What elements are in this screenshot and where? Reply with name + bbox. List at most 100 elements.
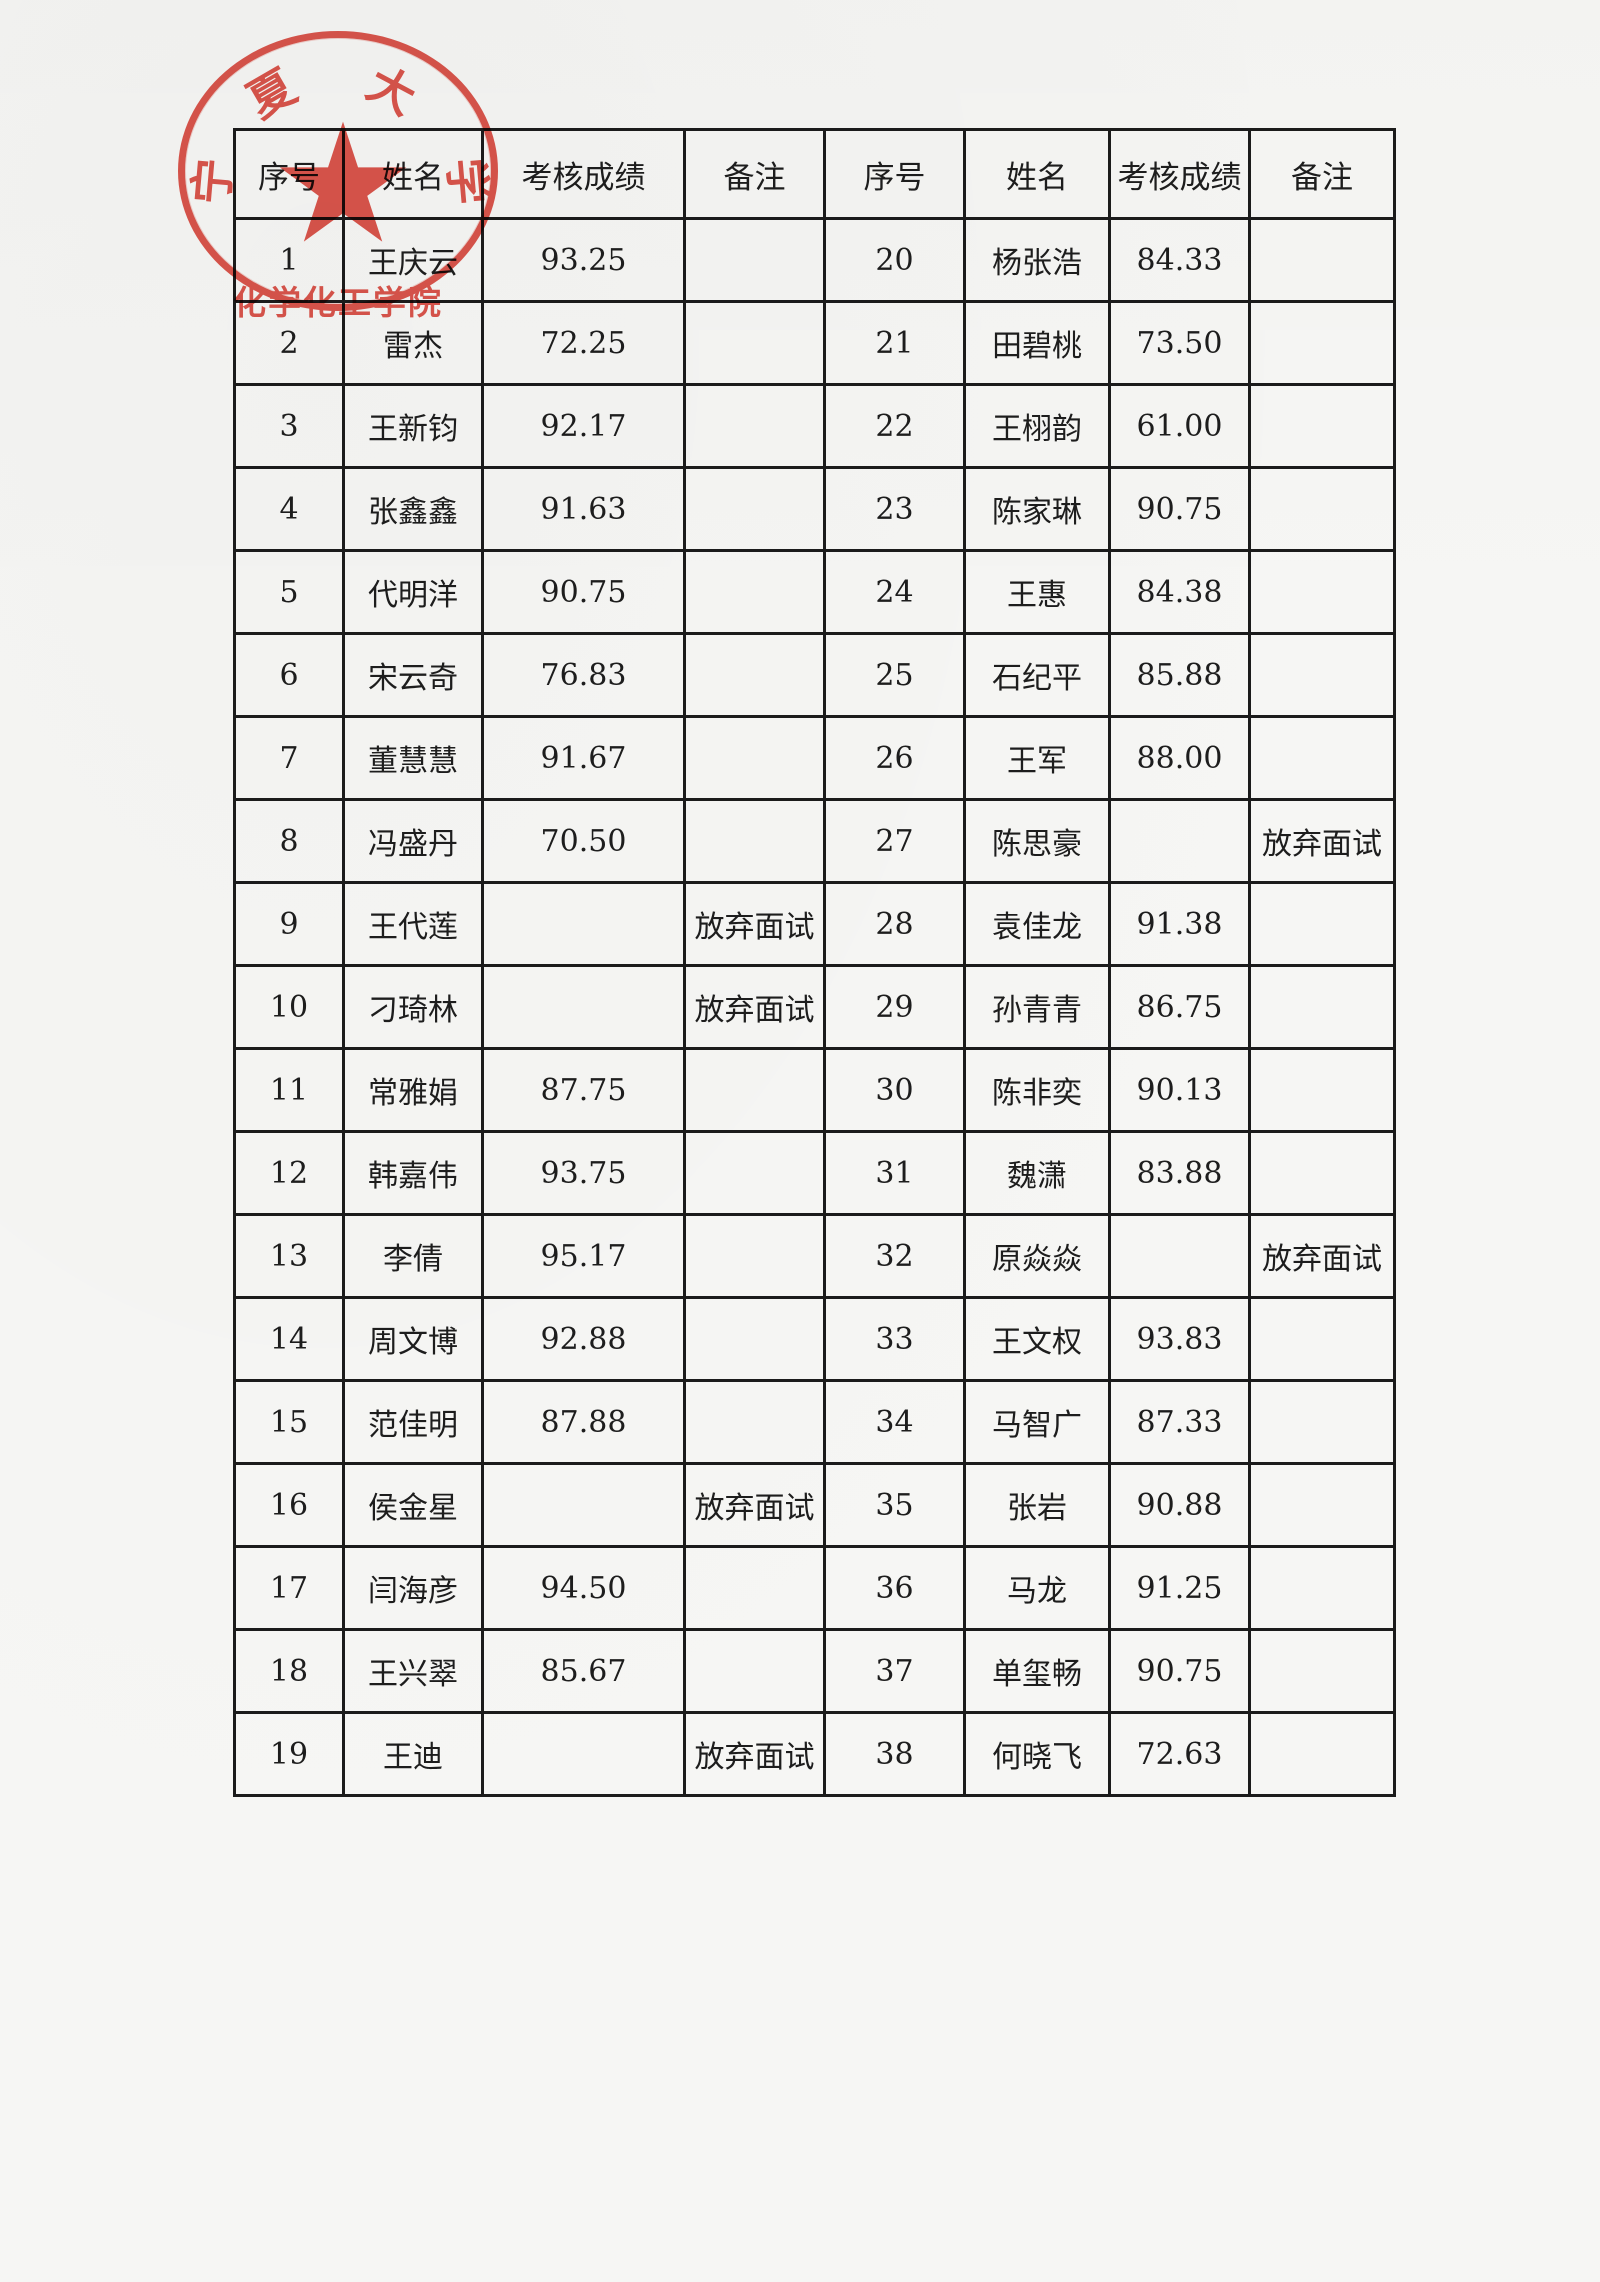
cell-name: 常雅娟: [342, 1047, 484, 1133]
cell-score: 85.67: [481, 1628, 686, 1714]
cell-note-2: [1248, 964, 1396, 1050]
cell-score-2: 88.00: [1108, 715, 1251, 801]
cell-score-2: 87.33: [1108, 1379, 1251, 1465]
table-row: 14 周文博 92.88 33 王文权 93.83: [233, 1296, 1396, 1382]
table-row: 5 代明洋 90.75 24 王惠 84.38: [233, 549, 1396, 635]
table-row: 9 王代莲 放弃面试 28 袁佳龙 91.38: [233, 881, 1396, 967]
cell-score-2: 84.38: [1108, 549, 1251, 635]
cell-name-2: 马龙: [963, 1545, 1111, 1631]
cell-note-2: [1248, 1628, 1396, 1714]
cell-no: 17: [233, 1545, 345, 1631]
cell-note: [683, 549, 826, 635]
table-row: 17 闫海彦 94.50 36 马龙 91.25: [233, 1545, 1396, 1631]
cell-name-2: 陈思豪: [963, 798, 1111, 884]
cell-note-2: [1248, 1296, 1396, 1382]
cell-no: 16: [233, 1462, 345, 1548]
cell-no-2: 21: [823, 300, 966, 386]
cell-score-2: 84.33: [1108, 217, 1251, 303]
table-row: 16 侯金星 放弃面试 35 张岩 90.88: [233, 1462, 1396, 1548]
header-name: 姓名: [342, 128, 484, 220]
table-row: 8 冯盛丹 70.50 27 陈思豪 放弃面试: [233, 798, 1396, 884]
cell-score-2: 91.38: [1108, 881, 1251, 967]
cell-note: [683, 300, 826, 386]
cell-name: 范佳明: [342, 1379, 484, 1465]
cell-score: 94.50: [481, 1545, 686, 1631]
cell-score: 95.17: [481, 1213, 686, 1299]
cell-score-2: 91.25: [1108, 1545, 1251, 1631]
cell-name: 李倩: [342, 1213, 484, 1299]
cell-note: [683, 466, 826, 552]
cell-name-2: 王栩韵: [963, 383, 1111, 469]
table-row: 15 范佳明 87.88 34 马智广 87.33: [233, 1379, 1396, 1465]
table-row: 2 雷杰 72.25 21 田碧桃 73.50: [233, 300, 1396, 386]
cell-note: 放弃面试: [683, 1711, 826, 1797]
cell-no-2: 30: [823, 1047, 966, 1133]
cell-no-2: 38: [823, 1711, 966, 1797]
cell-name-2: 陈家琳: [963, 466, 1111, 552]
cell-score: [481, 1711, 686, 1797]
cell-note-2: [1248, 1047, 1396, 1133]
cell-no-2: 22: [823, 383, 966, 469]
cell-name: 雷杰: [342, 300, 484, 386]
header-score: 考核成绩: [481, 128, 686, 220]
cell-note: [683, 1628, 826, 1714]
cell-no-2: 28: [823, 881, 966, 967]
cell-score-2: 83.88: [1108, 1130, 1251, 1216]
table-body: 1 王庆云 93.25 20 杨张浩 84.33 2 雷杰 72.25 21 田…: [233, 217, 1396, 1797]
cell-note: [683, 383, 826, 469]
cell-no-2: 27: [823, 798, 966, 884]
cell-name-2: 田碧桃: [963, 300, 1111, 386]
cell-name: 王迪: [342, 1711, 484, 1797]
cell-score-2: [1108, 1213, 1251, 1299]
table-row: 6 宋云奇 76.83 25 石纪平 85.88: [233, 632, 1396, 718]
cell-name: 侯金星: [342, 1462, 484, 1548]
cell-name: 代明洋: [342, 549, 484, 635]
cell-note-2: 放弃面试: [1248, 1213, 1396, 1299]
cell-note-2: [1248, 1130, 1396, 1216]
cell-no: 2: [233, 300, 345, 386]
cell-name: 韩嘉伟: [342, 1130, 484, 1216]
cell-name: 王兴翠: [342, 1628, 484, 1714]
cell-no-2: 25: [823, 632, 966, 718]
table-row: 11 常雅娟 87.75 30 陈非奕 90.13: [233, 1047, 1396, 1133]
cell-score-2: [1108, 798, 1251, 884]
cell-note-2: 放弃面试: [1248, 798, 1396, 884]
header-row: 序号 姓名 考核成绩 备注 序号 姓名 考核成绩 备注: [233, 128, 1396, 220]
cell-note-2: [1248, 383, 1396, 469]
cell-name-2: 袁佳龙: [963, 881, 1111, 967]
cell-no: 10: [233, 964, 345, 1050]
cell-note: [683, 1379, 826, 1465]
cell-note: [683, 1130, 826, 1216]
cell-note: [683, 632, 826, 718]
cell-no-2: 32: [823, 1213, 966, 1299]
cell-name-2: 张岩: [963, 1462, 1111, 1548]
cell-score: 87.88: [481, 1379, 686, 1465]
cell-score: 92.88: [481, 1296, 686, 1382]
cell-score: 87.75: [481, 1047, 686, 1133]
cell-note-2: [1248, 466, 1396, 552]
cell-score: 93.75: [481, 1130, 686, 1216]
cell-name-2: 原焱焱: [963, 1213, 1111, 1299]
cell-note: [683, 217, 826, 303]
cell-name-2: 王军: [963, 715, 1111, 801]
cell-score-2: 72.63: [1108, 1711, 1251, 1797]
cell-note: 放弃面试: [683, 881, 826, 967]
cell-note-2: [1248, 217, 1396, 303]
cell-no-2: 37: [823, 1628, 966, 1714]
cell-no-2: 23: [823, 466, 966, 552]
cell-score: [481, 1462, 686, 1548]
cell-name: 闫海彦: [342, 1545, 484, 1631]
cell-score: 76.83: [481, 632, 686, 718]
cell-no: 8: [233, 798, 345, 884]
cell-score-2: 90.13: [1108, 1047, 1251, 1133]
header-no-2: 序号: [823, 128, 966, 220]
cell-no: 19: [233, 1711, 345, 1797]
cell-name: 王新钧: [342, 383, 484, 469]
table-row: 19 王迪 放弃面试 38 何晓飞 72.63: [233, 1711, 1396, 1797]
header-score-2: 考核成绩: [1108, 128, 1251, 220]
cell-no: 7: [233, 715, 345, 801]
header-note: 备注: [683, 128, 826, 220]
cell-no: 11: [233, 1047, 345, 1133]
cell-name-2: 孙青青: [963, 964, 1111, 1050]
